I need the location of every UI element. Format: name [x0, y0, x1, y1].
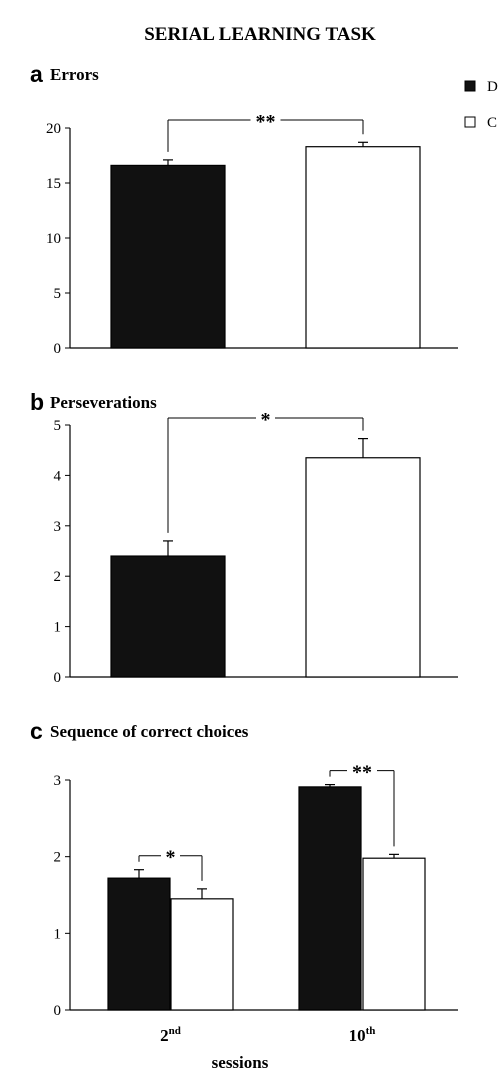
bar-c	[305, 146, 421, 349]
x-tick-label: 2nd	[160, 1025, 181, 1045]
y-tick-label: 5	[54, 418, 62, 434]
bar-d	[110, 555, 226, 678]
y-tick-label: 4	[54, 468, 62, 484]
bar-d	[110, 164, 226, 349]
figure-title: SERIAL LEARNING TASK	[144, 24, 376, 45]
y-tick-label: 3	[54, 773, 62, 789]
y-tick-label: 0	[54, 670, 62, 686]
legend: D C	[464, 79, 498, 131]
y-tick-label: 5	[54, 286, 62, 302]
y-tick-label: 20	[46, 121, 61, 137]
y-tick-label: 0	[54, 1003, 62, 1019]
panel-c-title: Sequence of correct choices	[50, 722, 249, 741]
y-tick-label: 15	[46, 176, 61, 192]
y-tick-label: 1	[54, 926, 62, 942]
bar-c	[362, 857, 426, 1011]
x-tick-label: 10th	[349, 1025, 376, 1045]
panel-b-title: Perseverations	[50, 393, 157, 412]
y-tick-label: 10	[46, 231, 61, 247]
x-axis-label: sessions	[212, 1053, 269, 1072]
legend-label-c: C	[487, 115, 497, 131]
legend-label-d: D	[487, 79, 498, 95]
y-tick-label: 2	[54, 569, 62, 585]
legend-swatch-d	[464, 80, 476, 92]
panel-b-plot: 0 1 2 3 4 5 *	[54, 409, 458, 686]
panel-a-plot: 0 5 10 15 20 **	[46, 111, 458, 357]
bar-c	[305, 457, 421, 678]
significance-label: **	[256, 111, 276, 133]
significance-label: **	[352, 762, 372, 784]
panel-a-title: Errors	[50, 65, 99, 84]
significance-label: *	[166, 847, 176, 869]
panel-b-letter: b	[30, 389, 44, 415]
y-tick-label: 0	[54, 341, 62, 357]
bar-d	[298, 786, 362, 1011]
legend-swatch-c	[464, 116, 476, 128]
panel-a-letter: a	[30, 61, 43, 87]
bar-c	[170, 898, 234, 1011]
y-tick-label: 1	[54, 620, 62, 636]
significance-label: *	[261, 409, 271, 431]
panel-c-letter: c	[30, 718, 43, 744]
y-tick-label: 3	[54, 519, 62, 535]
bar-d	[107, 877, 171, 1011]
y-tick-label: 2	[54, 850, 62, 866]
